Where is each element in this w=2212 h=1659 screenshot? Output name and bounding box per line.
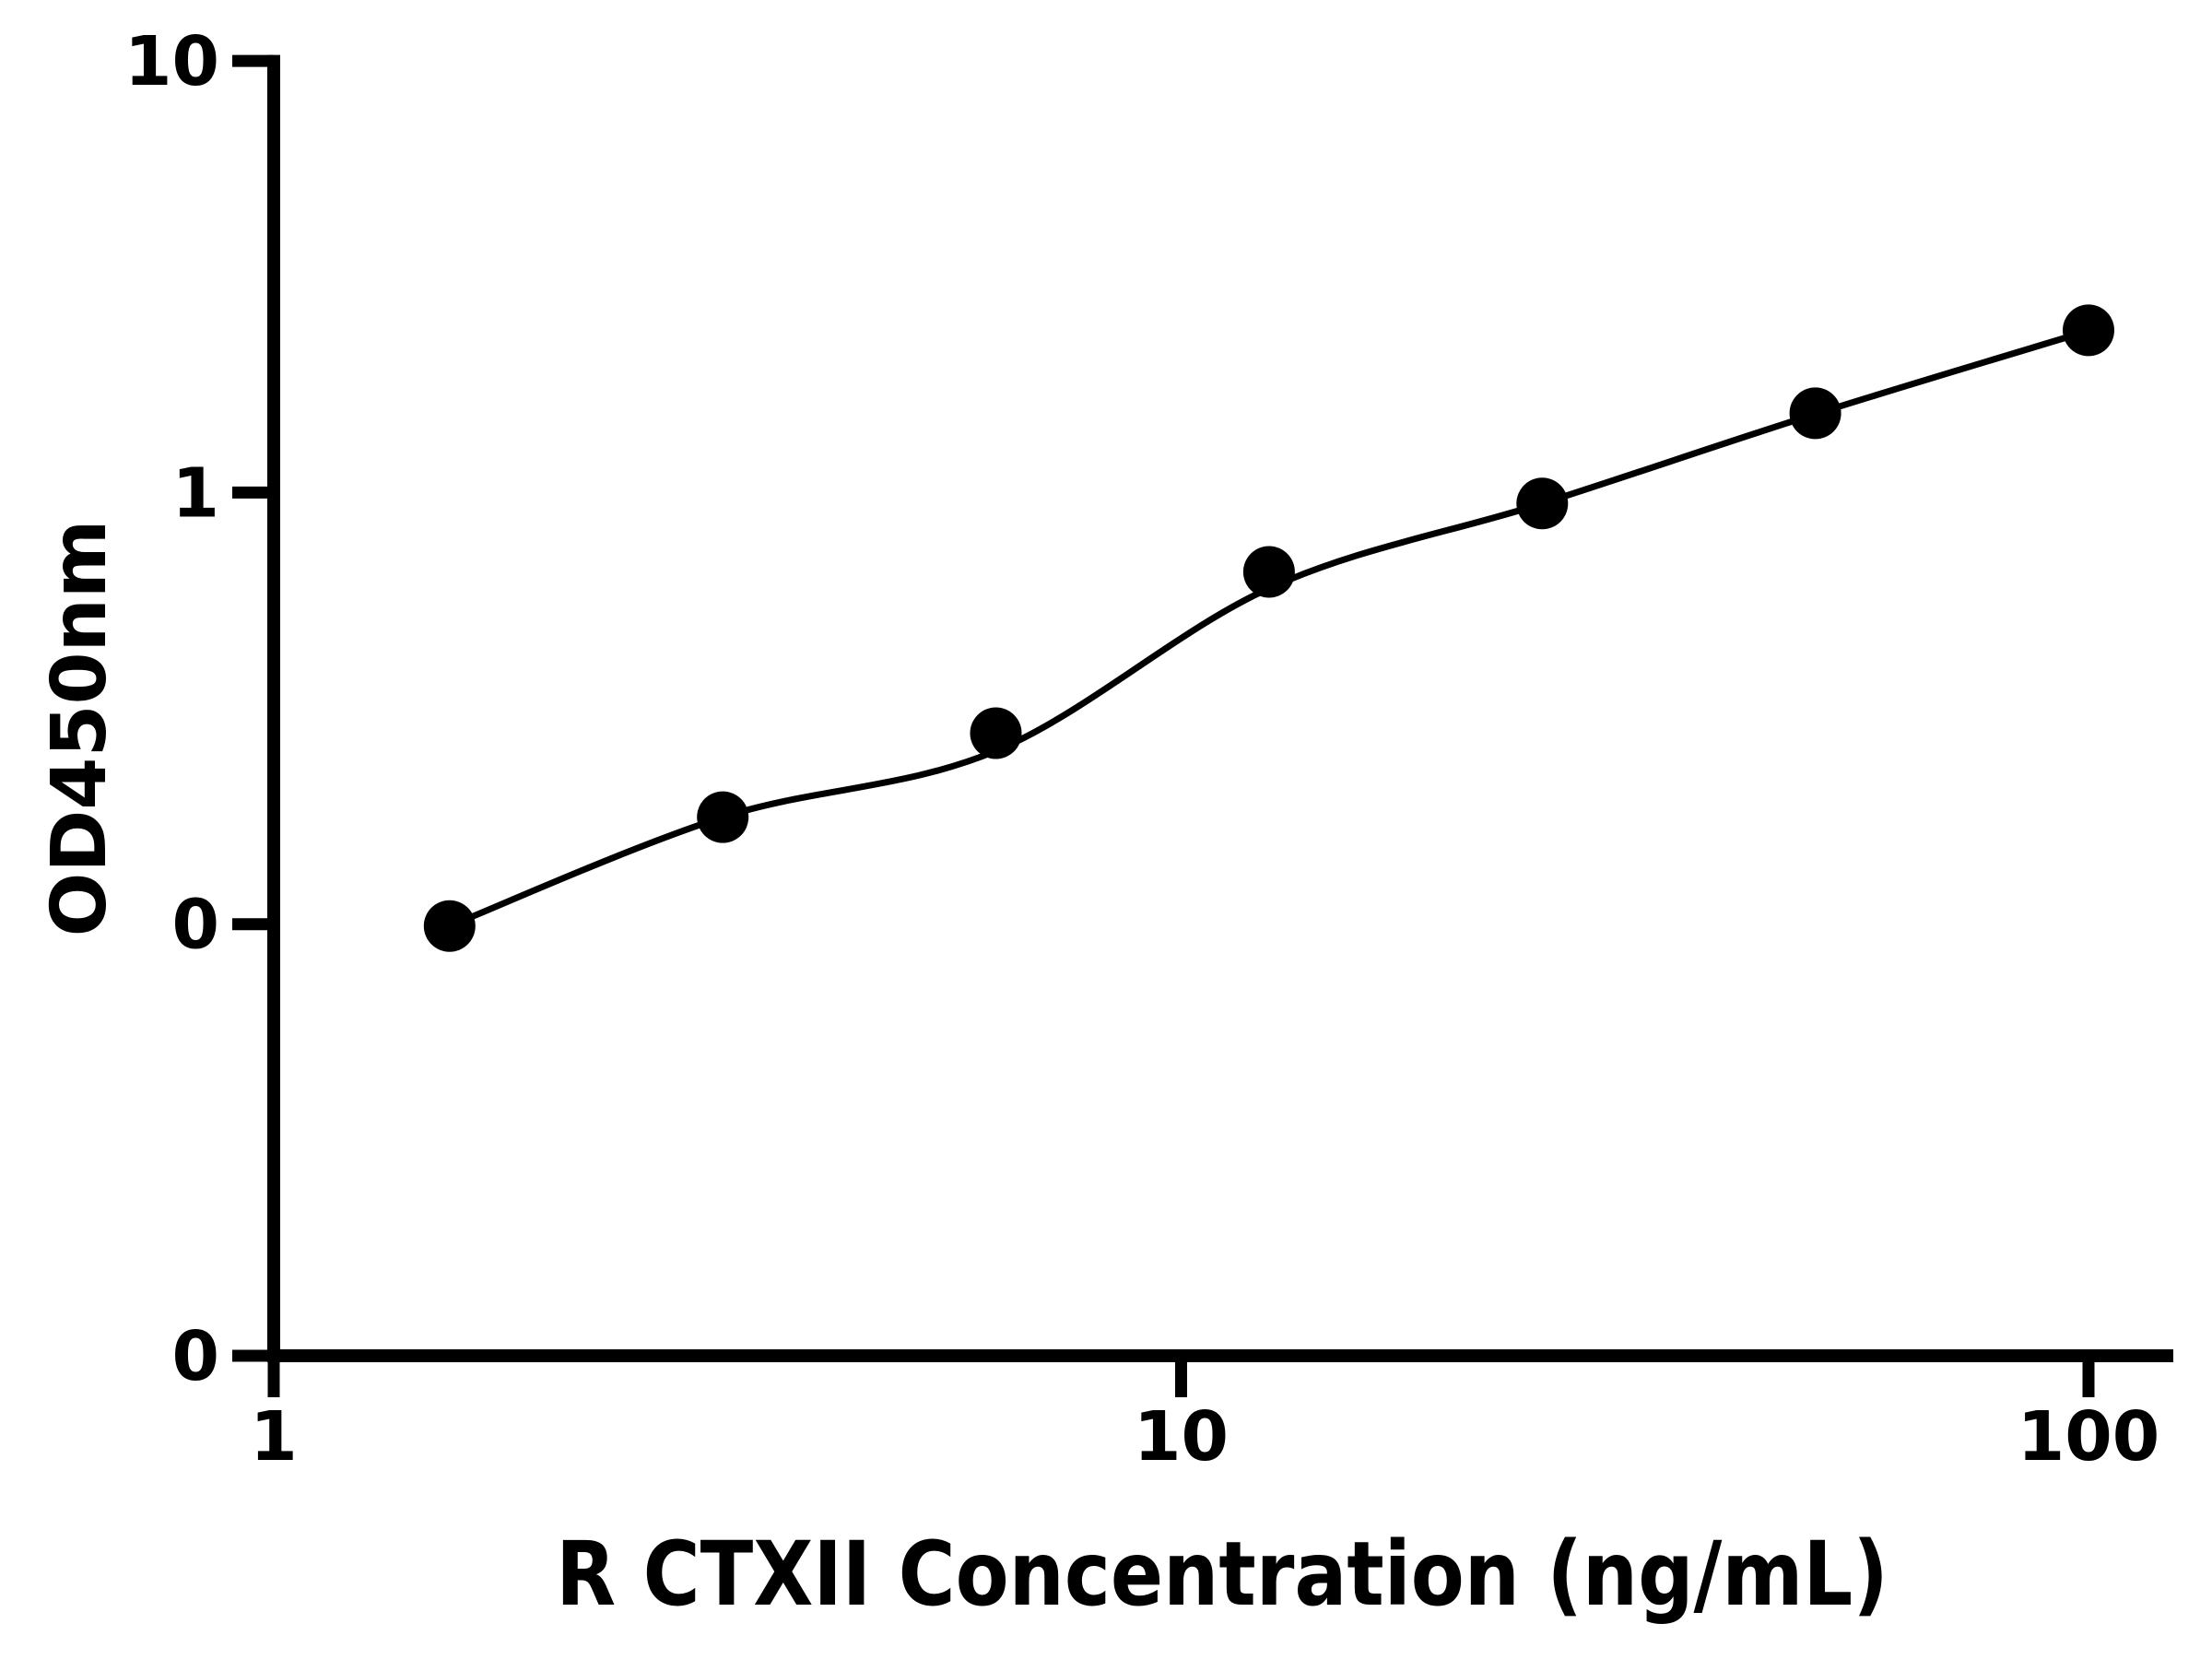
- y-tick-label-0: 0: [172, 1317, 220, 1396]
- data-point-6: [2063, 304, 2114, 357]
- data-point-2: [970, 707, 1022, 759]
- x-tick-label-100: 100: [2018, 1397, 2159, 1477]
- data-point-1: [697, 791, 749, 843]
- data-point-3: [1242, 546, 1295, 598]
- data-point-4: [1516, 477, 1569, 530]
- y-tick-label-2: 1: [172, 453, 220, 533]
- x-tick-label-10: 10: [1134, 1397, 1229, 1477]
- y-tick-label-3: 10: [124, 22, 219, 101]
- data-point-0: [423, 900, 476, 952]
- x-axis-title: R CTXII Concentration (ng/mL): [556, 1523, 1888, 1626]
- fit-curve: [448, 327, 2090, 929]
- x-tick-label-1: 1: [250, 1397, 298, 1477]
- y-axis-title: OD450nm: [36, 519, 124, 937]
- y-tick-label-1: 0: [172, 886, 220, 965]
- data-point-5: [1789, 387, 1841, 440]
